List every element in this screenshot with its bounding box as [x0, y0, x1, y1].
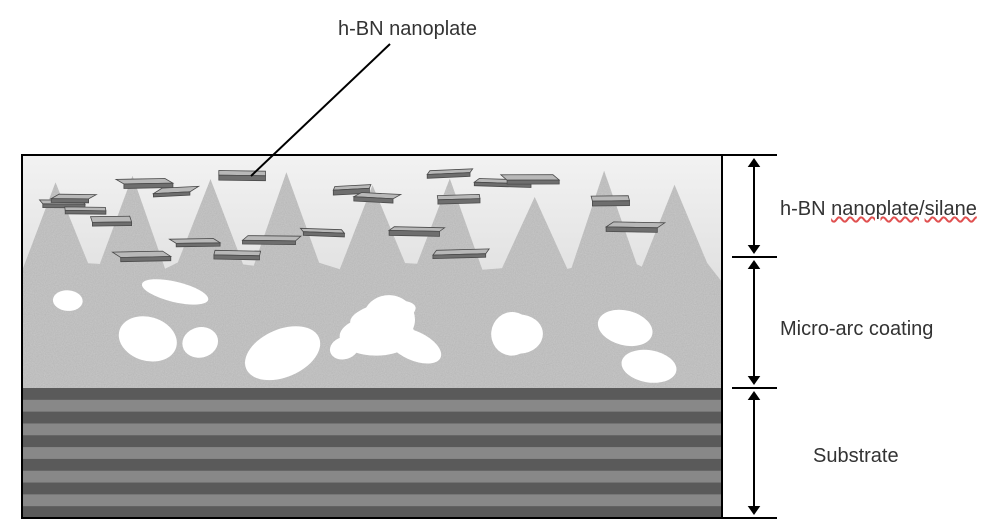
layer-height-annotations [732, 155, 777, 518]
coating-diagram [0, 0, 1000, 529]
substrate-layer [22, 388, 722, 519]
figure-root: { "figure": { "type": "infographic", "ba… [0, 0, 1000, 529]
diagram-layers [22, 155, 722, 519]
